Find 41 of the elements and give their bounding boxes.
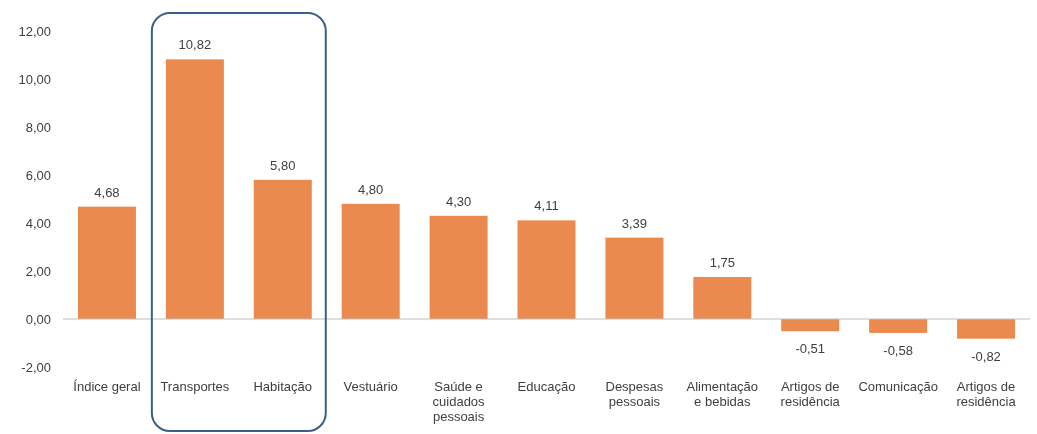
data-label: -0,51: [795, 341, 826, 357]
data-label: -0,58: [883, 342, 913, 358]
y-tick-label: 12,00: [18, 23, 51, 39]
y-tick-label: 6,00: [25, 167, 51, 183]
y-tick-label: 4,00: [25, 215, 51, 231]
data-label: -0,82: [971, 348, 1001, 364]
x-tick-label: Alimentação e bebidas: [686, 379, 759, 409]
x-tick-label: Artigos de residência: [780, 379, 841, 409]
y-tick-label: 2,00: [25, 263, 51, 279]
bar: [957, 319, 1016, 339]
data-label: 4,30: [445, 193, 472, 209]
bar: [517, 220, 576, 319]
x-tick-label: Saúde e cuidados pessoais: [432, 379, 486, 424]
data-label: 1,75: [709, 255, 735, 270]
bar: [429, 215, 488, 319]
x-tick-label: Habitação: [253, 379, 313, 394]
data-label: 10,82: [178, 37, 212, 53]
data-label: 4,11: [534, 198, 559, 214]
x-tick-label: Comunicação: [858, 379, 938, 394]
data-label: 3,39: [621, 215, 648, 231]
x-tick-label: Vestuário: [343, 379, 398, 394]
bar: [253, 179, 312, 319]
x-tick-label: Transportes: [160, 379, 230, 394]
bar: [165, 59, 224, 319]
bar: [869, 319, 928, 333]
y-tick-label: 8,00: [25, 119, 51, 135]
x-tick-label: Índice geral: [73, 379, 141, 394]
y-tick-label: -2,00: [21, 359, 51, 375]
bar: [693, 277, 752, 319]
y-tick-label: 0,00: [25, 311, 51, 327]
data-label: 4,80: [358, 181, 384, 197]
y-tick-label: 10,00: [18, 71, 51, 87]
x-tick-label: Educação: [517, 379, 576, 394]
bar: [341, 203, 400, 319]
data-label: 5,80: [270, 157, 296, 173]
bar: [77, 206, 136, 319]
data-label: 4,68: [94, 184, 120, 200]
x-tick-label: Despesas pessoais: [605, 379, 664, 409]
bar: [781, 319, 840, 332]
bar: [605, 237, 664, 319]
x-tick-label: Artigos de residência: [956, 379, 1017, 409]
